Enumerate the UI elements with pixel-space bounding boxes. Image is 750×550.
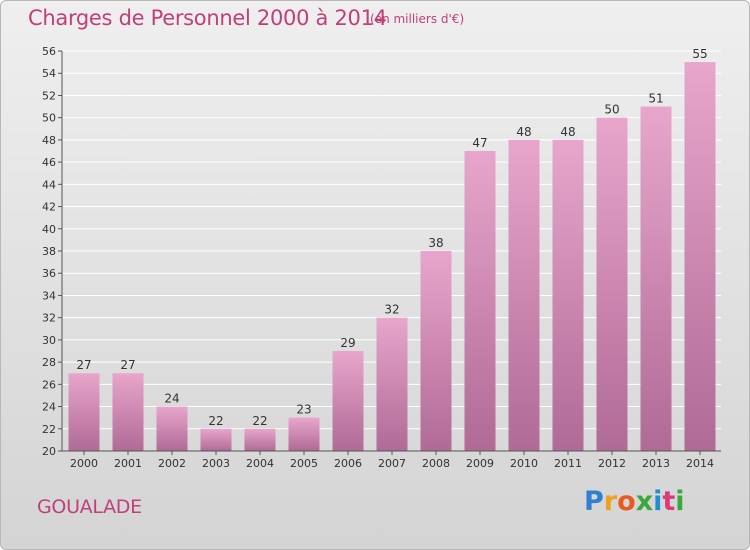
x-tick-label: 2004 [246,457,274,470]
x-tick-label: 2010 [510,457,538,470]
bar-2004[interactable] [244,428,276,451]
chart-title: Charges de Personnel 2000 à 2014 [28,6,387,30]
bar-2007[interactable] [376,317,408,451]
bar-2006[interactable] [332,351,364,451]
bar-2001[interactable] [112,373,144,451]
x-tick-label: 2013 [642,457,670,470]
data-label: 51 [648,92,663,106]
x-tick-label: 2002 [158,457,186,470]
bar-2009[interactable] [464,151,496,451]
y-tick-label: 44 [42,178,56,191]
y-tick-label: 50 [42,112,56,125]
bar-2005[interactable] [288,417,320,451]
x-tick-label: 2008 [422,457,450,470]
data-labels: 27 27 24 22 22 23 29 32 38 47 48 48 50 51 55 [76,47,707,428]
data-label: 27 [76,358,91,372]
bar-2010[interactable] [508,139,540,451]
bars [68,62,716,452]
y-tick-label: 52 [42,89,56,102]
y-tick-label: 34 [42,289,56,302]
y-tick-label: 32 [42,312,56,325]
logo-letter: i [675,486,685,517]
data-label: 55 [692,47,707,61]
data-label: 27 [120,358,135,372]
bar-2013[interactable] [640,106,672,452]
x-tick-label: 2007 [378,457,406,470]
data-label: 48 [560,125,575,139]
logo-letter: i [653,486,663,517]
bar-2002[interactable] [156,406,188,451]
data-label: 24 [164,392,179,406]
data-label: 22 [252,414,267,428]
x-tick-label: 2006 [334,457,362,470]
chart-subtitle: (en milliers d'€) [370,12,465,26]
bar-2011[interactable] [552,139,584,451]
y-tick-label: 22 [42,423,56,436]
x-tick-label: 2005 [290,457,318,470]
logo-letter: r [603,486,618,517]
data-label: 23 [296,403,311,417]
bar-2003[interactable] [200,428,232,451]
proxiti-logo[interactable]: Proxiti [584,486,685,517]
y-tick-label: 54 [42,67,56,80]
data-label: 29 [340,336,355,350]
logo-letter: o [617,486,636,517]
x-tick-label: 2001 [114,457,142,470]
x-tick-label: 2009 [466,457,494,470]
data-label: 38 [428,236,443,250]
data-label: 32 [384,303,399,317]
bar-2014[interactable] [684,62,716,451]
bar-2012[interactable] [596,117,628,452]
y-tick-label: 24 [42,401,56,414]
bar-2000[interactable] [68,373,100,451]
y-axis-ticks: 20 22 24 26 28 30 32 34 36 38 40 42 44 46 48 50 52 54 56 [42,45,721,458]
y-tick-label: 42 [42,201,56,214]
x-tick-label: 2003 [202,457,230,470]
y-tick-label: 48 [42,134,56,147]
y-tick-label: 20 [42,445,56,458]
logo-letter: P [584,486,604,517]
x-axis-ticks: 2000 2001 2002 2003 2004 2005 2006 2007 2008 2009… [70,451,714,470]
logo-letter: t [662,486,676,517]
commune-name: GOUALADE [37,496,142,518]
data-label: 47 [472,136,487,150]
y-tick-label: 40 [42,223,56,236]
y-tick-label: 28 [42,356,56,369]
data-label: 22 [208,414,223,428]
bar-2008[interactable] [420,251,452,451]
x-tick-label: 2000 [70,457,98,470]
data-label: 50 [604,103,619,117]
y-tick-label: 36 [42,267,56,280]
y-tick-label: 56 [42,45,56,58]
x-tick-label: 2012 [598,457,626,470]
y-tick-label: 26 [42,378,56,391]
y-tick-label: 46 [42,156,56,169]
x-tick-label: 2014 [686,457,714,470]
y-tick-label: 38 [42,245,56,258]
y-tick-label: 30 [42,334,56,347]
logo-letter: x [635,486,654,517]
data-label: 48 [516,125,531,139]
x-tick-label: 2011 [554,457,582,470]
